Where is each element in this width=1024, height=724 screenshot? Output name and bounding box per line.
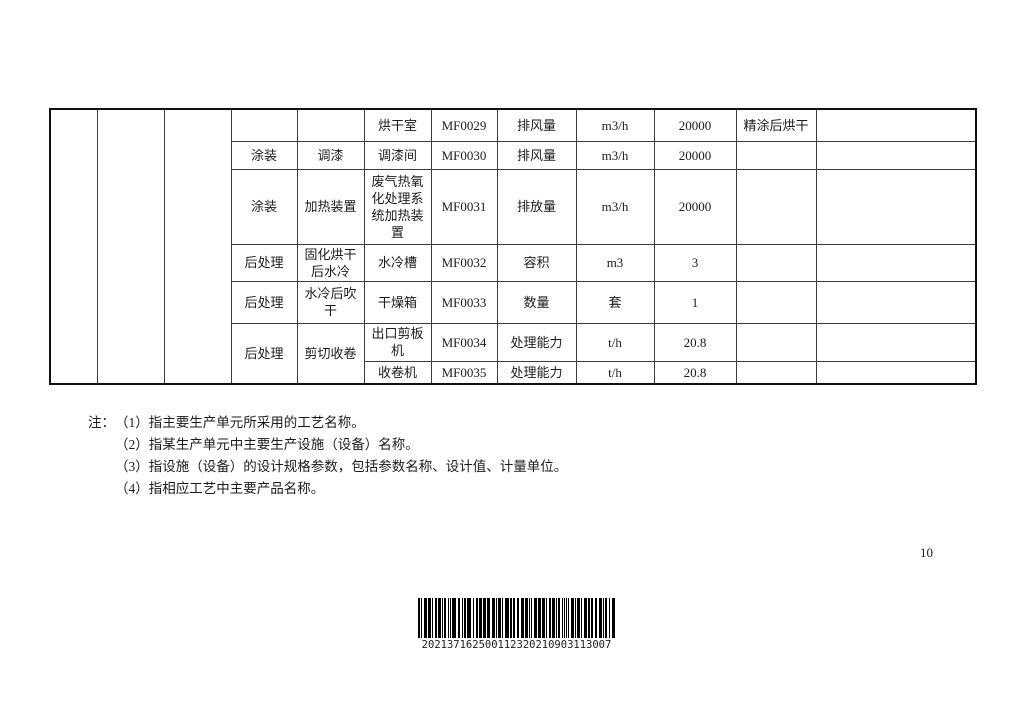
cell-param: 排放量 bbox=[496, 168, 577, 245]
cell-unit bbox=[230, 108, 298, 142]
cell-facility: 水冷后吹干 bbox=[296, 280, 365, 324]
cell-product bbox=[735, 322, 817, 362]
cell-facility: 加热装置 bbox=[296, 168, 365, 245]
cell-code: MF0034 bbox=[430, 322, 498, 362]
cell-param: 数量 bbox=[496, 280, 577, 324]
cell-remark bbox=[815, 360, 977, 385]
production-spec-table: 烘干室 MF0029 排风量 m3/h 20000 精涂后烘干 涂装 调漆 调漆… bbox=[49, 108, 977, 385]
cell-remark bbox=[815, 322, 977, 362]
cell-facility bbox=[296, 108, 365, 142]
cell-empty-col1 bbox=[49, 108, 98, 385]
footnotes: 注： （1）指主要生产单元所采用的工艺名称。 （2）指某生产单元中主要生产设施（… bbox=[88, 412, 567, 500]
cell-value: 1 bbox=[653, 280, 737, 324]
cell-value: 3 bbox=[653, 243, 737, 282]
cell-param: 处理能力 bbox=[496, 360, 577, 385]
cell-code: MF0033 bbox=[430, 280, 498, 324]
cell-empty-col3 bbox=[163, 108, 232, 385]
cell-code: MF0031 bbox=[430, 168, 498, 245]
cell-value: 20000 bbox=[653, 168, 737, 245]
cell-value: 20.8 bbox=[653, 360, 737, 385]
cell-measure: m3/h bbox=[575, 168, 655, 245]
cell-measure: t/h bbox=[575, 322, 655, 362]
cell-facility: 剪切收卷 bbox=[296, 322, 365, 385]
cell-measure: m3/h bbox=[575, 108, 655, 142]
footnote-4: （4）指相应工艺中主要产品名称。 bbox=[115, 481, 325, 496]
cell-unit: 后处理 bbox=[230, 243, 298, 282]
footnotes-label: 注： bbox=[88, 415, 115, 430]
cell-facility: 固化烘干后水冷 bbox=[296, 243, 365, 282]
footnote-3: （3）指设施（设备）的设计规格参数，包括参数名称、设计值、计量单位。 bbox=[115, 459, 568, 474]
cell-unit: 涂装 bbox=[230, 140, 298, 170]
barcode-digits: 202137162500112320210903113007 bbox=[421, 639, 612, 651]
cell-device: 废气热氧化处理系统加热装置 bbox=[363, 168, 432, 245]
cell-product: 精涂后烘干 bbox=[735, 108, 817, 142]
cell-param: 容积 bbox=[496, 243, 577, 282]
cell-unit: 涂装 bbox=[230, 168, 298, 245]
cell-device: 干燥箱 bbox=[363, 280, 432, 324]
cell-product bbox=[735, 280, 817, 324]
cell-product bbox=[735, 243, 817, 282]
cell-device: 调漆间 bbox=[363, 140, 432, 170]
cell-value: 20000 bbox=[653, 108, 737, 142]
cell-device: 收卷机 bbox=[363, 360, 432, 385]
cell-device: 出口剪板机 bbox=[363, 322, 432, 362]
footnote-1: （1）指主要生产单元所采用的工艺名称。 bbox=[115, 415, 365, 430]
table-row: 收卷机 MF0035 处理能力 t/h 20.8 bbox=[50, 360, 977, 385]
barcode: 202137162500112320210903113007 bbox=[418, 598, 615, 651]
cell-empty-col2 bbox=[96, 108, 165, 385]
cell-facility: 调漆 bbox=[296, 140, 365, 170]
cell-measure: t/h bbox=[575, 360, 655, 385]
barcode-bars bbox=[418, 598, 615, 638]
cell-param: 处理能力 bbox=[496, 322, 577, 362]
table-row: 涂装 调漆 调漆间 MF0030 排风量 m3/h 20000 bbox=[50, 140, 977, 170]
cell-product bbox=[735, 360, 817, 385]
footnote-2: （2）指某生产单元中主要生产设施（设备）名称。 bbox=[115, 437, 419, 452]
cell-remark bbox=[815, 140, 977, 170]
cell-value: 20.8 bbox=[653, 322, 737, 362]
table-row: 烘干室 MF0029 排风量 m3/h 20000 精涂后烘干 bbox=[49, 108, 977, 385]
table-row: 后处理 剪切收卷 出口剪板机 MF0034 处理能力 t/h 20.8 bbox=[50, 322, 977, 385]
cell-product bbox=[735, 140, 817, 170]
cell-remark bbox=[815, 280, 977, 324]
cell-code: MF0032 bbox=[430, 243, 498, 282]
cell-unit: 后处理 bbox=[230, 280, 298, 324]
cell-param: 排风量 bbox=[496, 140, 577, 170]
cell-device: 水冷槽 bbox=[363, 243, 432, 282]
cell-measure: m3/h bbox=[575, 140, 655, 170]
cell-value: 20000 bbox=[653, 140, 737, 170]
cell-unit: 后处理 bbox=[230, 322, 298, 385]
cell-remark bbox=[815, 108, 977, 142]
cell-remark bbox=[815, 243, 977, 282]
table-row: 后处理 固化烘干后水冷 水冷槽 MF0032 容积 m3 3 bbox=[50, 243, 977, 282]
page-number: 10 bbox=[920, 545, 933, 560]
cell-code: MF0029 bbox=[430, 108, 498, 142]
cell-device: 烘干室 bbox=[363, 108, 432, 142]
cell-measure: m3 bbox=[575, 243, 655, 282]
cell-product bbox=[735, 168, 817, 245]
cell-measure: 套 bbox=[575, 280, 655, 324]
cell-code: MF0030 bbox=[430, 140, 498, 170]
cell-code: MF0035 bbox=[430, 360, 498, 385]
cell-remark bbox=[815, 168, 977, 245]
cell-param: 排风量 bbox=[496, 108, 577, 142]
